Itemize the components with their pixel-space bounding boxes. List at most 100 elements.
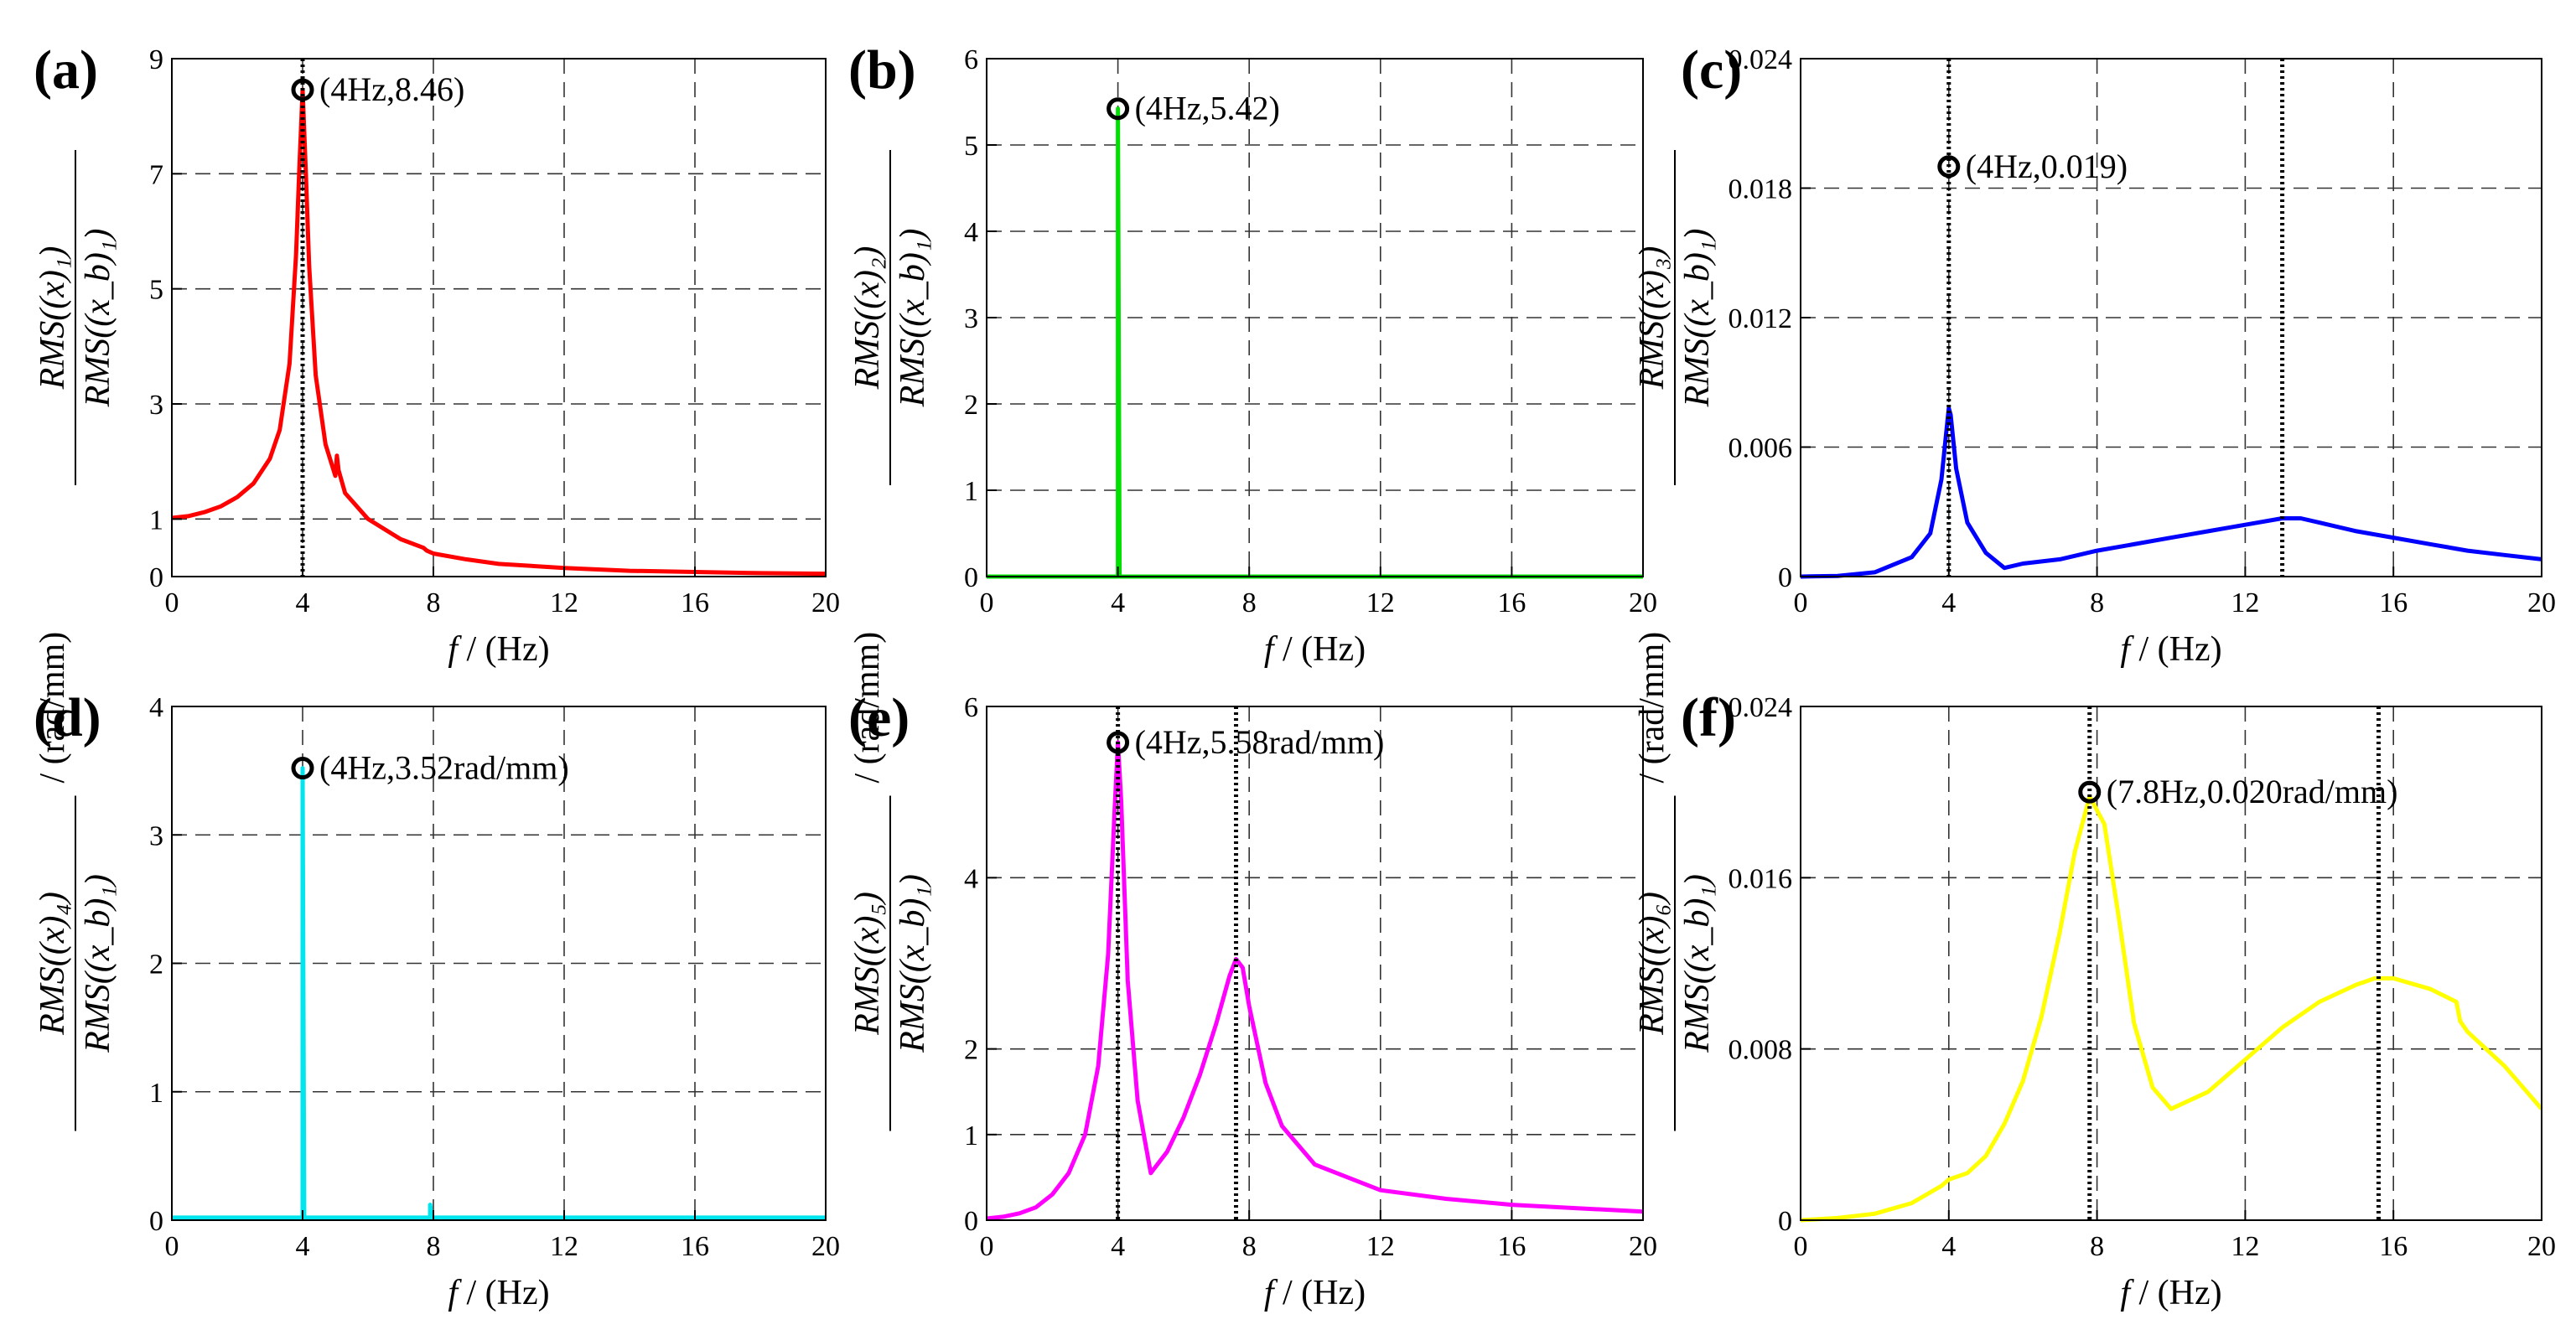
plot-frame [1800,706,2542,1221]
peak-annotation: (4Hz,8.46) [319,70,464,108]
y-axis-numerator: RMS((x)₆) [1633,892,1672,1036]
x-axis-unit: / (Hz) [2130,1274,2222,1312]
plot-area [987,706,1643,1220]
y-axis-numerator: RMS((x)₁) [34,246,72,391]
y-axis-numerator: RMS((x)₅) [848,892,887,1036]
x-tick-label: 4 [296,1231,310,1262]
x-tick-label: 20 [2527,587,2556,618]
y-axis-denominator: RMS((x_b)₁) [79,229,117,408]
x-tick-label: 0 [1794,587,1808,618]
series-line [171,87,827,577]
chart-panel-1: 0 4 8 12 16 20 0 1 3 5 7 9 f / (Hz) RMS((x)₁) RMS((x_b… [34,39,840,669]
x-tick-label: 20 [1629,587,1657,618]
x-tick-label: 0 [980,1231,994,1262]
x-axis-title: f / (Hz) [448,630,549,669]
y-tick-label: 2 [964,1035,978,1066]
plot-area [172,59,826,577]
x-tick-label: 8 [427,1231,441,1262]
y-tick-label: 0.024 [1729,692,1793,723]
y-axis-denominator: RMS((x_b)₁) [1678,874,1717,1053]
x-tick-label: 4 [1941,1231,1956,1262]
y-tick-label: 0 [1778,1206,1792,1237]
y-tick-label: 0 [964,562,978,593]
x-tick-label: 20 [1629,1231,1657,1262]
x-tick-label: 16 [681,1231,709,1262]
x-tick-label: 4 [296,587,310,618]
x-axis-title: f / (Hz) [1264,1274,1366,1312]
y-axis-title: RMS((x)₄) RMS((x_b)₁) / (rad/mm) [34,632,117,1131]
y-tick-label: 0.006 [1729,433,1793,464]
y-axis-title: RMS((x)₅) RMS((x_b)₁) / (rad/mm) [848,632,932,1131]
y-tick-label: 0 [964,1206,978,1237]
y-axis-title: RMS((x)₆) RMS((x_b)₁) / (rad/mm) [1633,632,1717,1131]
x-tick-label: 12 [550,587,578,618]
x-axis-unit: / (Hz) [2130,630,2222,669]
y-tick-label: 7 [149,159,163,190]
x-tick-label: 8 [1242,587,1257,618]
x-tick-label: 20 [811,1231,840,1262]
y-axis-title: RMS((x)₂) RMS((x_b)₁) [848,150,932,485]
y-axis-unit: / (rad/mm) [1633,632,1672,784]
y-tick-label: 6 [964,692,978,723]
x-tick-label: 12 [1366,587,1395,618]
x-axis-title: f / (Hz) [448,1274,549,1312]
chart-panel-6: 0 4 8 12 16 20 0 0.008 0.016 0.024 f / (Hz) RMS((x)… [1633,632,2556,1312]
x-axis-title: f / (Hz) [1264,630,1366,669]
y-tick-label: 0.012 [1729,303,1793,334]
peak-annotation: (4Hz,3.52rad/mm) [319,749,569,787]
y-tick-label: 0.016 [1729,863,1793,894]
plot-area [1801,706,2542,1220]
y-tick-label: 3 [149,390,163,421]
y-axis-numerator: RMS((x)₂) [848,246,887,391]
plot-frame [986,706,1644,1221]
y-axis-denominator: RMS((x_b)₁) [894,874,932,1053]
x-axis-unit: / (Hz) [458,1274,550,1312]
panel-label: (d) [34,687,101,748]
y-tick-label: 0.008 [1729,1035,1793,1066]
x-tick-label: 20 [811,587,840,618]
y-axis-numerator: RMS((x)₃) [1633,246,1672,391]
y-tick-label: 6 [964,44,978,75]
plot-frame [171,58,827,577]
x-tick-label: 12 [2231,1231,2259,1262]
series-line [986,740,1644,1221]
peak-annotation: (4Hz,0.019) [1966,147,2128,185]
x-tick-label: 0 [980,587,994,618]
x-tick-label: 12 [2231,587,2259,618]
series-line [1800,406,2542,579]
y-axis-unit: / (rad/mm) [848,632,887,784]
x-tick-label: 12 [1366,1231,1395,1262]
panel-label: (c) [1681,39,1742,101]
x-tick-label: 16 [2379,587,2408,618]
y-axis-denominator: RMS((x_b)₁) [1678,229,1717,408]
y-tick-label: 1 [964,476,978,507]
x-axis-unit: / (Hz) [1274,630,1366,669]
x-tick-label: 8 [2090,1231,2104,1262]
x-tick-label: 20 [2527,1231,2556,1262]
peak-marker [1937,155,1961,179]
y-tick-label: 4 [149,692,163,723]
x-tick-label: 16 [2379,1231,2408,1262]
y-tick-label: 0 [149,562,163,593]
x-tick-label: 0 [1794,1231,1808,1262]
panel-label: (a) [34,39,98,101]
panel-label: (f) [1681,687,1736,748]
peak-marker [291,78,314,101]
y-tick-label: 5 [964,131,978,162]
peak-marker [1107,97,1130,121]
y-tick-label: 4 [964,863,978,894]
y-tick-label: 1 [149,1078,163,1109]
x-tick-label: 8 [1242,1231,1257,1262]
x-tick-label: 16 [1497,587,1526,618]
y-tick-label: 0.018 [1729,174,1793,205]
y-tick-label: 4 [964,217,978,248]
plot-area [1801,59,2542,577]
y-tick-label: 5 [149,275,163,306]
x-tick-label: 4 [1111,587,1125,618]
panel-label: (b) [848,39,916,101]
x-tick-label: 16 [1497,1231,1526,1262]
